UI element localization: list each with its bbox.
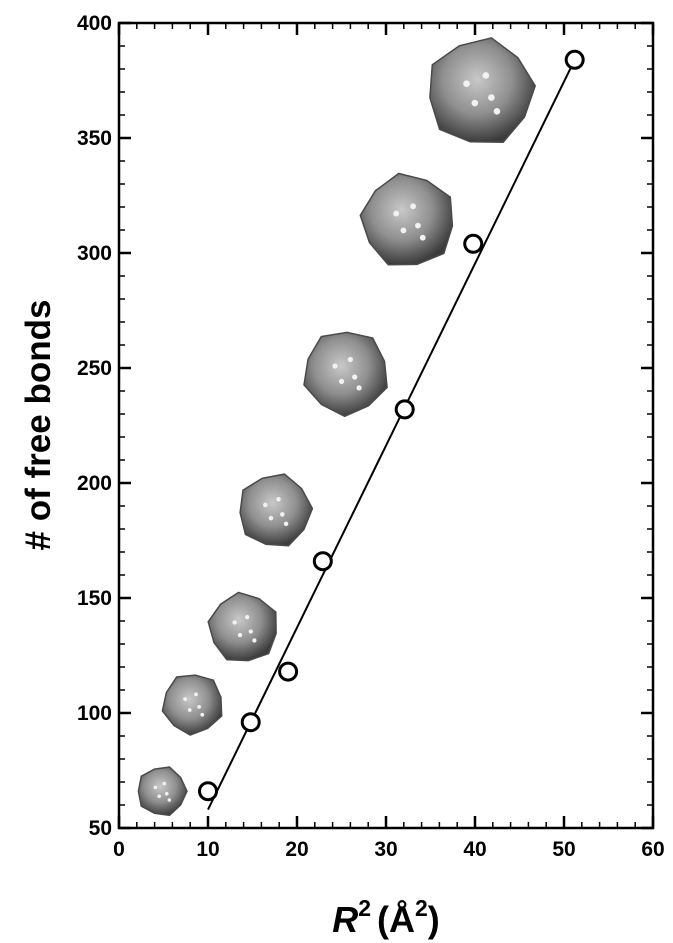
x-tick-label: 30 — [374, 838, 397, 861]
fit-line — [207, 59, 576, 811]
cluster-highlight — [167, 798, 172, 802]
cluster-highlight — [493, 108, 501, 115]
cluster-highlight — [356, 385, 362, 391]
cluster-highlight — [194, 692, 198, 697]
data-points — [198, 49, 585, 802]
cluster-highlight — [471, 99, 479, 107]
cluster-images — [137, 37, 537, 817]
cluster-highlight — [352, 374, 358, 380]
cluster-image — [303, 331, 388, 418]
cluster-image — [239, 473, 314, 547]
cluster-highlight — [268, 515, 274, 521]
cluster-highlight — [393, 210, 400, 217]
cluster-highlight — [183, 697, 187, 701]
axes — [117, 21, 655, 830]
y-tick-label: 50 — [89, 817, 112, 840]
x-axis-title-units: (Å — [377, 899, 415, 940]
cluster-highlight — [338, 378, 345, 384]
cluster-highlight — [232, 620, 237, 625]
cluster-highlight — [332, 363, 338, 369]
x-axis-title: R2 (Å2) — [332, 895, 440, 940]
x-tick-label: 0 — [113, 838, 125, 861]
cluster-highlight — [164, 791, 169, 796]
cluster-highlight — [276, 497, 281, 502]
y-tick-label: 300 — [77, 242, 112, 265]
cluster-highlight — [237, 632, 243, 638]
x-tick-label: 40 — [463, 838, 486, 861]
cluster-body — [429, 37, 537, 143]
cluster-highlight — [263, 502, 268, 508]
x-axis-title-units-close: ) — [428, 899, 440, 940]
data-point — [198, 781, 218, 802]
data-point — [240, 712, 261, 733]
cluster-highlight — [488, 94, 495, 101]
cluster-highlight — [153, 785, 158, 790]
data-point — [394, 399, 415, 420]
y-tick-label: 250 — [77, 357, 112, 380]
cluster-highlight — [482, 72, 490, 79]
cluster-highlight — [283, 521, 289, 527]
y-tick-label: 400 — [77, 12, 112, 35]
cluster-highlight — [252, 638, 257, 643]
x-axis-title-exponent: 2 — [358, 895, 371, 921]
cluster-body — [207, 591, 277, 662]
data-point — [564, 49, 585, 70]
x-tick-label: 60 — [641, 838, 664, 861]
cluster-image — [137, 766, 188, 817]
cluster-highlight — [347, 356, 353, 363]
y-tick-label: 200 — [77, 472, 112, 495]
y-tick-label: 100 — [77, 702, 112, 725]
cluster-highlight — [187, 708, 192, 712]
cluster-highlight — [162, 781, 167, 786]
cluster-highlight — [245, 614, 250, 620]
cluster-highlight — [157, 794, 161, 799]
x-axis-title-units-exponent: 2 — [415, 895, 428, 921]
y-axis-title: # of free bonds — [19, 300, 58, 551]
cluster-body — [161, 674, 223, 736]
cluster-highlight — [400, 227, 407, 234]
cluster-body — [239, 473, 314, 547]
cluster-highlight — [280, 512, 285, 517]
cluster-highlight — [415, 222, 421, 229]
fit-line-group — [207, 59, 576, 811]
x-tick-label: 10 — [196, 838, 219, 861]
cluster-highlight — [200, 712, 205, 717]
cluster-image — [359, 172, 454, 266]
cluster-highlight — [419, 234, 426, 241]
cluster-highlight — [197, 705, 202, 709]
cluster-highlight — [463, 80, 470, 88]
data-point — [312, 551, 333, 572]
x-axis-title-variable: R — [332, 899, 358, 940]
x-tick-label: 50 — [552, 838, 575, 861]
cluster-image — [207, 591, 277, 662]
data-point — [463, 233, 484, 254]
x-tick-label: 20 — [285, 838, 308, 861]
cluster-highlight — [248, 629, 253, 634]
data-point — [278, 661, 299, 682]
cluster-highlight — [410, 203, 416, 210]
y-tick-label: 150 — [77, 587, 112, 610]
cluster-image — [161, 674, 223, 736]
cluster-body — [137, 766, 188, 817]
y-tick-label: 350 — [77, 127, 112, 150]
cluster-body — [359, 172, 454, 266]
cluster-body — [303, 331, 388, 418]
tick-labels: 0 10 20 30 40 50 60 50 100 150 200 250 300 350 400 — [77, 12, 665, 861]
cluster-image — [429, 37, 537, 143]
